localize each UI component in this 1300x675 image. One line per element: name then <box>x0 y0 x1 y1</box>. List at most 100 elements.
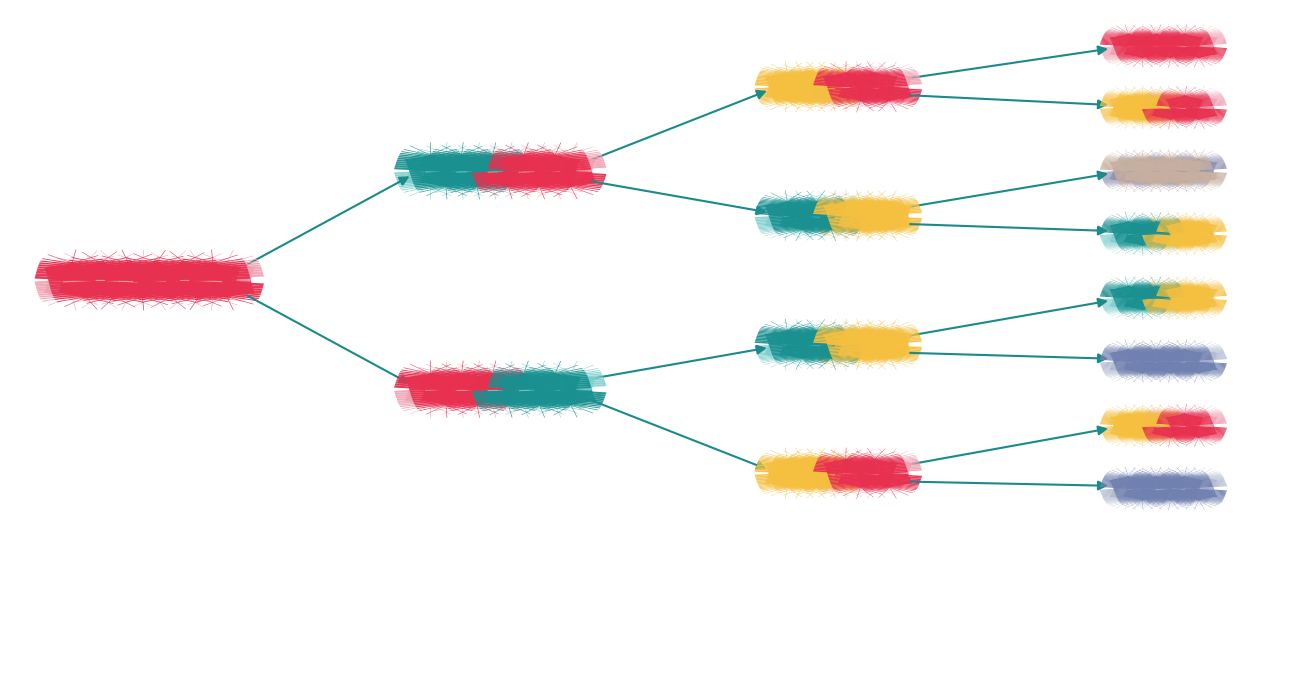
Polygon shape <box>1180 241 1222 248</box>
Polygon shape <box>853 483 902 490</box>
Polygon shape <box>1145 98 1188 102</box>
Polygon shape <box>144 285 207 290</box>
Polygon shape <box>1182 175 1225 180</box>
Polygon shape <box>1110 306 1149 313</box>
Polygon shape <box>1166 495 1201 506</box>
Polygon shape <box>1127 41 1170 45</box>
Polygon shape <box>1124 412 1166 418</box>
Polygon shape <box>853 454 900 464</box>
Polygon shape <box>1167 416 1210 421</box>
Polygon shape <box>1174 177 1217 182</box>
Polygon shape <box>1126 302 1169 306</box>
Polygon shape <box>1166 53 1208 60</box>
Polygon shape <box>803 200 854 207</box>
Polygon shape <box>1101 484 1144 488</box>
Polygon shape <box>1153 493 1197 497</box>
Polygon shape <box>523 398 580 404</box>
Polygon shape <box>1166 412 1208 418</box>
Polygon shape <box>443 394 500 399</box>
Polygon shape <box>1147 433 1190 438</box>
Polygon shape <box>1160 151 1182 167</box>
Polygon shape <box>780 456 828 464</box>
Polygon shape <box>1171 300 1214 304</box>
Polygon shape <box>1114 169 1157 173</box>
Polygon shape <box>855 80 906 85</box>
Polygon shape <box>829 90 881 95</box>
Polygon shape <box>504 175 512 199</box>
Polygon shape <box>1127 487 1171 491</box>
Polygon shape <box>90 281 151 288</box>
Polygon shape <box>1102 302 1145 306</box>
Polygon shape <box>841 88 892 93</box>
Polygon shape <box>1118 350 1161 354</box>
Polygon shape <box>1134 219 1175 226</box>
Polygon shape <box>1180 219 1221 226</box>
Polygon shape <box>178 267 239 272</box>
Polygon shape <box>1169 484 1213 488</box>
Polygon shape <box>1134 429 1152 446</box>
Polygon shape <box>1169 108 1213 112</box>
Polygon shape <box>857 342 907 346</box>
Polygon shape <box>1122 155 1161 163</box>
Polygon shape <box>1126 365 1169 369</box>
Polygon shape <box>58 292 118 299</box>
Polygon shape <box>1140 493 1183 497</box>
Polygon shape <box>775 458 824 464</box>
Polygon shape <box>788 201 838 207</box>
Polygon shape <box>474 379 532 385</box>
Polygon shape <box>1140 40 1183 44</box>
Polygon shape <box>807 482 853 492</box>
Polygon shape <box>1150 216 1188 227</box>
Polygon shape <box>185 291 246 298</box>
Polygon shape <box>796 77 848 82</box>
Polygon shape <box>828 342 879 346</box>
Polygon shape <box>1140 172 1184 176</box>
Polygon shape <box>809 483 858 490</box>
Polygon shape <box>1160 277 1182 294</box>
Polygon shape <box>846 74 897 79</box>
Polygon shape <box>1157 166 1200 170</box>
Polygon shape <box>775 354 824 361</box>
Polygon shape <box>809 97 858 104</box>
Polygon shape <box>1180 475 1222 481</box>
Polygon shape <box>1140 153 1174 165</box>
Polygon shape <box>121 284 182 290</box>
Polygon shape <box>1182 407 1214 420</box>
Polygon shape <box>1160 304 1202 308</box>
Polygon shape <box>1114 232 1157 236</box>
Polygon shape <box>861 351 911 356</box>
Polygon shape <box>837 223 881 236</box>
Polygon shape <box>1167 432 1204 443</box>
Polygon shape <box>771 321 803 339</box>
Polygon shape <box>1115 355 1158 358</box>
Polygon shape <box>1182 493 1225 497</box>
Polygon shape <box>800 468 850 472</box>
Polygon shape <box>1110 95 1152 100</box>
Polygon shape <box>396 175 454 180</box>
Polygon shape <box>1102 478 1145 483</box>
Polygon shape <box>868 95 913 107</box>
Polygon shape <box>1154 427 1197 431</box>
Polygon shape <box>1124 415 1167 420</box>
Polygon shape <box>823 200 874 207</box>
Polygon shape <box>1170 43 1213 47</box>
Polygon shape <box>1101 357 1144 361</box>
Polygon shape <box>768 475 819 479</box>
Polygon shape <box>1101 171 1144 175</box>
Polygon shape <box>1143 358 1186 362</box>
Polygon shape <box>1167 408 1204 419</box>
Polygon shape <box>1141 49 1143 68</box>
Polygon shape <box>1182 51 1225 56</box>
Polygon shape <box>1101 49 1145 53</box>
Polygon shape <box>421 399 473 411</box>
Polygon shape <box>78 283 139 288</box>
Polygon shape <box>1144 418 1187 422</box>
Polygon shape <box>1131 240 1174 244</box>
Polygon shape <box>828 475 880 479</box>
Polygon shape <box>867 225 918 232</box>
Polygon shape <box>1167 416 1210 421</box>
Polygon shape <box>1153 304 1195 309</box>
Polygon shape <box>1156 170 1200 173</box>
Polygon shape <box>797 219 848 224</box>
Polygon shape <box>1164 30 1202 38</box>
